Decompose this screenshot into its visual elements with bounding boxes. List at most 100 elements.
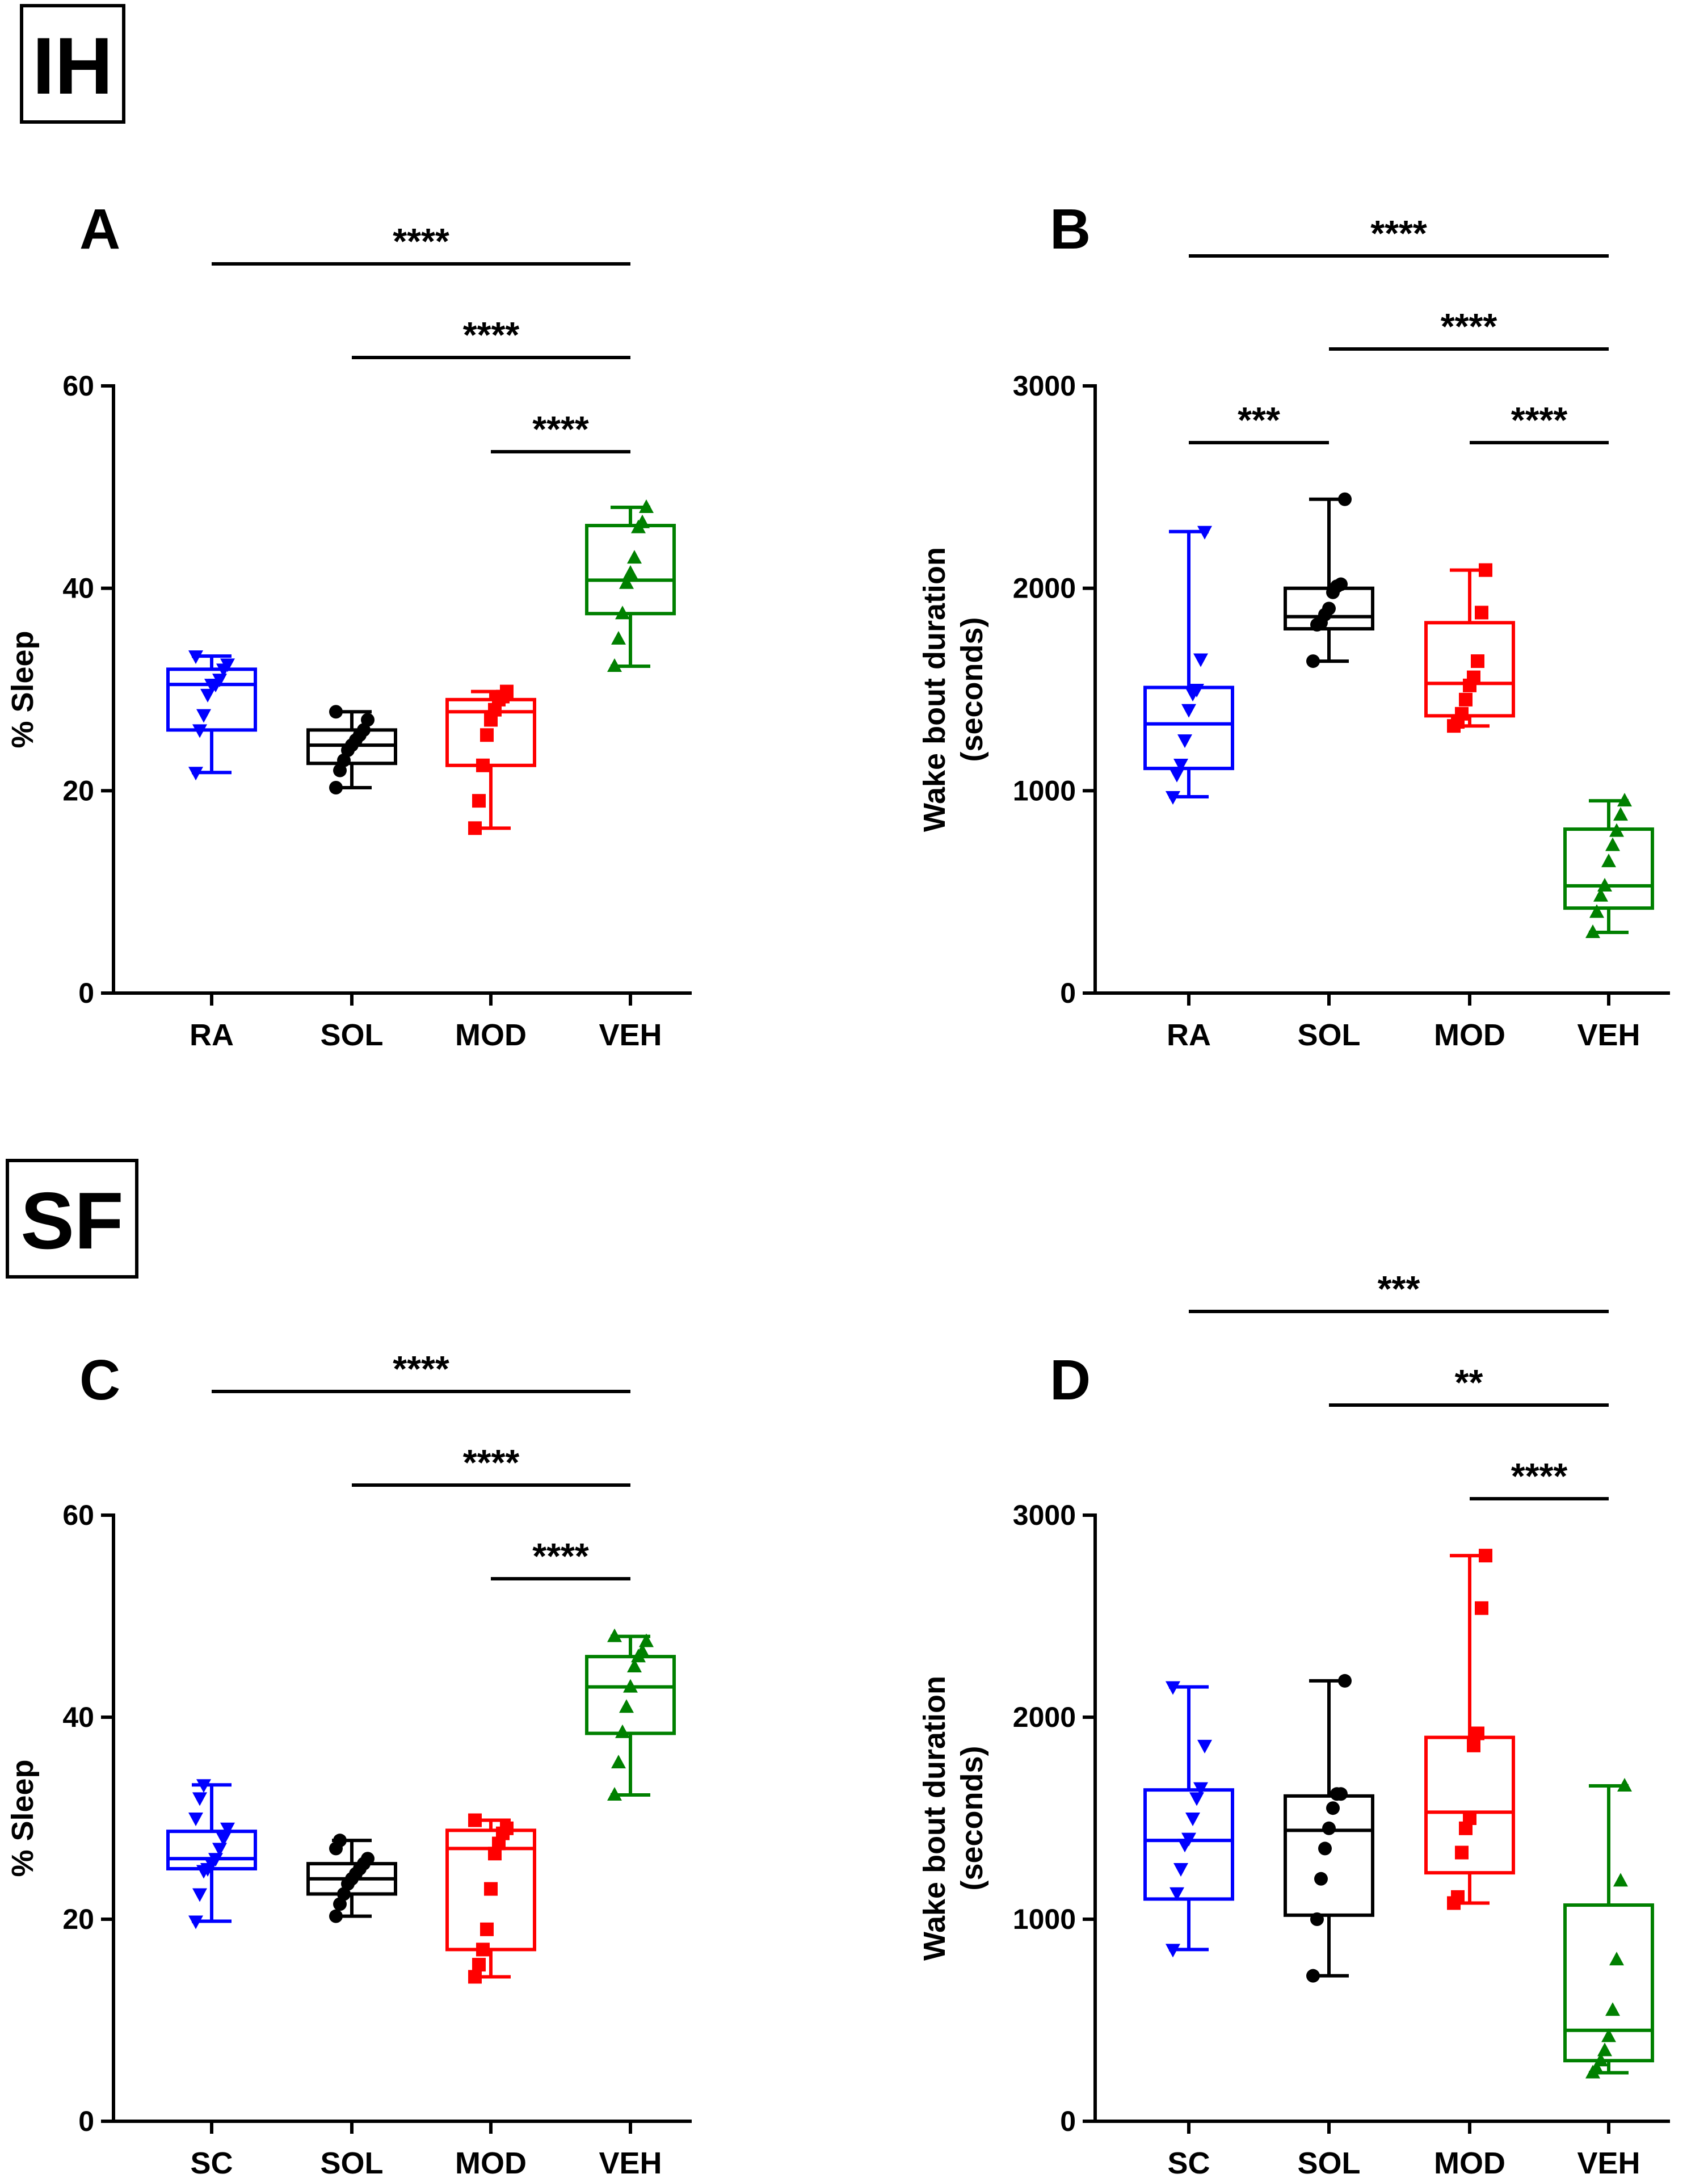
data-point — [615, 606, 630, 620]
y-tick-label: 1000 — [1013, 1903, 1076, 1935]
y-tick-label: 40 — [62, 573, 94, 604]
significance-label: **** — [1370, 213, 1427, 254]
chart-panel-c: 0 20 40 60 SC SOL MOD VEH % Sleep **** **** **** — [6, 1348, 692, 2178]
data-point — [1310, 1912, 1324, 1926]
box-sol — [1284, 492, 1374, 668]
x-tick-label: MOD — [455, 1018, 527, 1052]
data-point — [361, 1852, 375, 1866]
y-tick-label: 20 — [62, 1903, 94, 1935]
y-axis-title: % Sleep — [6, 1759, 40, 1877]
data-point — [1173, 758, 1188, 772]
y-tick-label: 0 — [1060, 2105, 1076, 2137]
y-axis-title: Wake bout duration (seconds) — [918, 1676, 989, 1961]
data-point — [1597, 877, 1612, 892]
x-tick-label: VEH — [599, 1018, 662, 1052]
data-point — [1193, 1782, 1208, 1796]
data-point — [1181, 1832, 1196, 1847]
data-point — [468, 821, 482, 835]
box-iqr — [445, 1828, 536, 1952]
y-axis-title-line: Wake bout duration — [918, 1676, 952, 1961]
y-axis-title-line: (seconds) — [955, 617, 989, 762]
data-point — [200, 688, 215, 703]
data-point — [500, 1821, 514, 1835]
box-veh — [1563, 1778, 1654, 2079]
data-point — [361, 713, 375, 727]
box-iqr — [1143, 686, 1234, 771]
data-point — [1322, 602, 1336, 616]
chart-panel-b: 0 1000 2000 3000 RA SOL MOD VEH Wake bout durati… — [918, 213, 1670, 1052]
y-tick-label: 20 — [62, 775, 94, 806]
box-iqr — [1563, 1903, 1654, 2063]
box-iqr — [1424, 621, 1515, 718]
data-point — [607, 1787, 622, 1801]
data-point — [607, 658, 622, 672]
data-point — [1601, 2028, 1616, 2042]
x-tick-label: RA — [190, 1018, 234, 1052]
data-point — [639, 1633, 654, 1647]
data-point — [329, 705, 343, 719]
data-point — [1467, 1738, 1480, 1752]
box-veh — [1563, 793, 1654, 938]
data-point — [1314, 1872, 1328, 1886]
data-point — [1189, 1792, 1204, 1806]
chart-panel-d: 0 1000 2000 3000 SC SOL MOD VEH Wake bout durati… — [918, 1268, 1670, 2178]
y-tick-label: 60 — [62, 370, 94, 402]
box-sc — [1143, 1681, 1234, 1958]
box-mod — [1424, 1549, 1515, 1910]
data-point — [329, 1909, 343, 1923]
x-tick-label: SOL — [320, 1018, 383, 1052]
data-point — [1193, 653, 1208, 667]
x-tick-label: SOL — [1297, 2146, 1360, 2178]
data-point — [1605, 2002, 1620, 2016]
data-point — [1306, 1969, 1320, 1983]
x-tick-label: SOL — [320, 2146, 383, 2178]
section-box-sf — [6, 1159, 138, 1279]
data-point — [1613, 807, 1628, 821]
x-tick-label: SC — [190, 2146, 233, 2178]
box-iqr — [1284, 1794, 1374, 1917]
significance-label: **** — [1511, 1456, 1568, 1496]
chart-panel-a: 0 20 40 60 RA SOL MOD VEH % Sleep **** **** **** — [6, 221, 692, 1052]
box-mod — [445, 684, 536, 835]
x-tick-label: SC — [1167, 2146, 1210, 2178]
data-point — [1189, 684, 1204, 697]
box-iqr — [585, 524, 676, 616]
data-point — [188, 1813, 203, 1826]
data-point — [1166, 1944, 1180, 1958]
data-point — [476, 1942, 490, 1957]
y-axis-title-line: % Sleep — [6, 1759, 40, 1877]
data-point — [1613, 1873, 1628, 1887]
data-point — [1334, 577, 1348, 591]
data-point — [1197, 1739, 1212, 1754]
data-point — [1318, 1841, 1332, 1856]
panel-label-b: B — [1050, 197, 1091, 261]
data-point — [1617, 793, 1632, 807]
box-iqr — [445, 697, 536, 767]
data-point — [623, 1679, 638, 1693]
significance-label: *** — [1238, 400, 1280, 440]
x-tick-label: MOD — [455, 2146, 527, 2178]
x-tick-label: MOD — [1434, 2146, 1505, 2178]
data-point — [212, 1843, 227, 1857]
data-point — [1173, 1863, 1188, 1877]
data-point — [615, 1724, 630, 1738]
data-point — [1617, 1778, 1632, 1792]
box-iqr — [1563, 827, 1654, 910]
data-point — [1322, 1821, 1336, 1835]
data-point — [1585, 924, 1600, 938]
data-point — [607, 1628, 622, 1642]
data-point — [1181, 704, 1196, 718]
y-tick-label: 0 — [78, 977, 94, 1009]
x-tick-label: RA — [1167, 1018, 1211, 1052]
data-point — [208, 1853, 223, 1867]
x-tick-label: VEH — [599, 2146, 662, 2178]
y-axis-title: Wake bout duration (seconds) — [918, 547, 989, 832]
y-tick-label: 0 — [78, 2105, 94, 2137]
box-iqr — [585, 1655, 676, 1735]
data-point — [484, 1882, 498, 1896]
section-label-sf: SF — [20, 1176, 123, 1266]
data-point — [1338, 1674, 1352, 1688]
data-point — [627, 1659, 642, 1672]
data-point — [1166, 791, 1180, 805]
box-mod — [445, 1813, 536, 1984]
